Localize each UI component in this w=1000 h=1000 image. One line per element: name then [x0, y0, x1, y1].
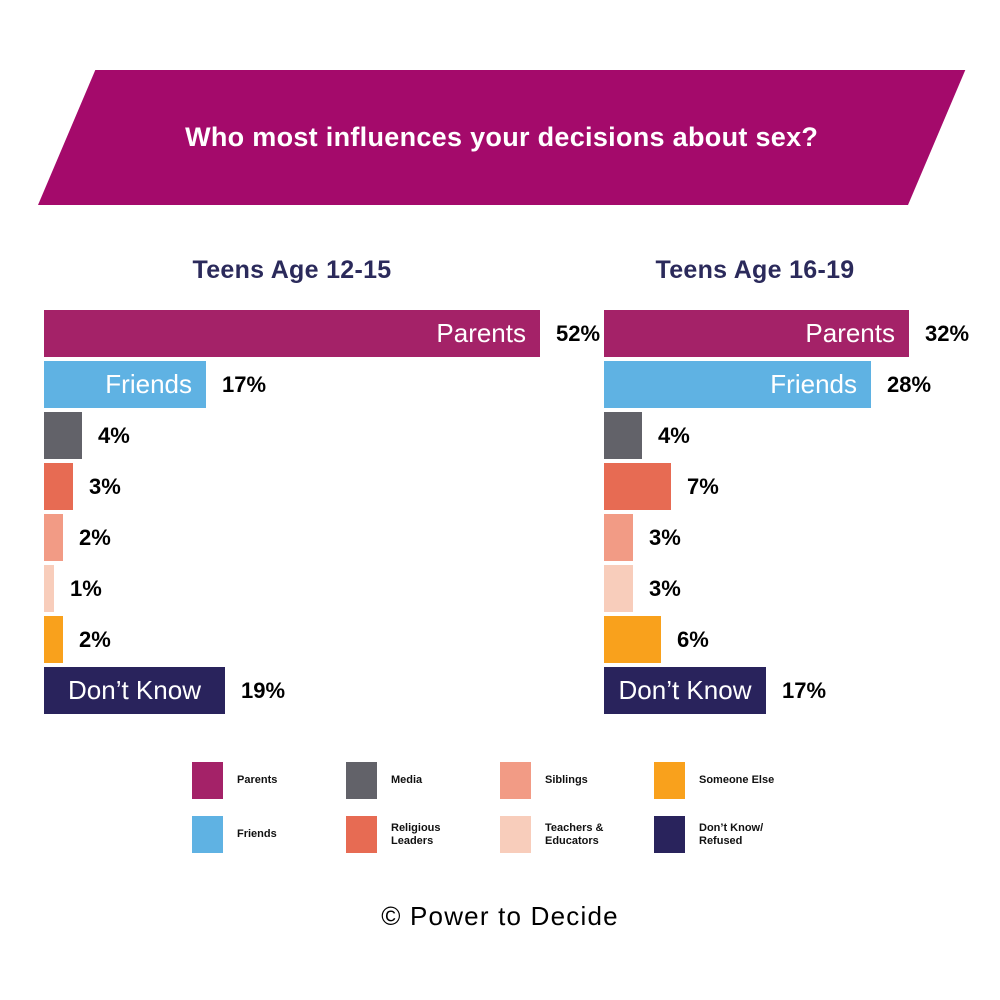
bar-religious-leaders [44, 463, 73, 510]
legend-item-don-t-know-refused: Don’t Know/Refused [654, 816, 808, 853]
legend-swatch-don-t-know-refused [654, 816, 685, 853]
bar-row-don-t-know-refused: Don’t Know 19% [44, 667, 600, 714]
bar-row-siblings: 2% [44, 514, 600, 561]
legend-item-teachers-educators: Teachers & Educators [500, 816, 654, 853]
legend-swatch-friends [192, 816, 223, 853]
bar-row-friends: Friends 17% [44, 361, 600, 408]
bar-value-label: 3% [89, 473, 121, 499]
chart-teens-12-15: Parents 52% Friends 17% 4% 3% 2% 1% 2% Don’t Know… [44, 310, 600, 718]
bar-media [44, 412, 82, 459]
bar-value-label: 2% [79, 524, 111, 550]
bar-inner-label: Friends [105, 369, 192, 399]
legend: Parents Media Siblings Someone Else Friends R… [192, 762, 808, 853]
bar-row-someone-else: 6% [604, 616, 969, 663]
bar-value-label: 19% [241, 677, 286, 703]
legend-label: Teachers & Educators [545, 821, 604, 847]
legend-item-media: Media [346, 762, 500, 799]
bar-inner-label: Don’t Know [68, 675, 201, 705]
bar-row-don-t-know-refused: Don’t Know 17% [604, 667, 969, 714]
legend-swatch-someone-else [654, 762, 685, 799]
banner: Who most influences your decisions about… [38, 70, 966, 205]
bar-row-parents: Parents 52% [44, 310, 600, 357]
legend-item-friends: Friends [192, 816, 346, 853]
bar-parents: Parents [604, 310, 909, 357]
bar-value-label: 52% [556, 320, 601, 346]
bar-teachers-educators [44, 565, 54, 612]
banner-inner: Who most influences your decisions about… [67, 70, 937, 205]
bar-value-label: 3% [649, 575, 681, 601]
bar-inner-label: Parents [805, 318, 895, 348]
bar-row-media: 4% [44, 412, 600, 459]
bar-value-label: 7% [687, 473, 719, 499]
chart-teens-16-19: Parents 32% Friends 28% 4% 7% 3% 3% 6% Don’t Know… [604, 310, 969, 718]
bar-value-label: 6% [677, 626, 709, 652]
chart-title-teens-12-15: Teens Age 12-15 [192, 256, 392, 284]
bar-row-teachers-educators: 1% [44, 565, 600, 612]
bar-row-someone-else: 2% [44, 616, 600, 663]
bar-don-t-know-refused: Don’t Know [604, 667, 766, 714]
bar-religious-leaders [604, 463, 671, 510]
bar-don-t-know-refused: Don’t Know [44, 667, 225, 714]
legend-swatch-siblings [500, 762, 531, 799]
legend-label: Siblings [545, 774, 588, 786]
bar-value-label: 17% [222, 371, 267, 397]
bar-teachers-educators [604, 565, 633, 612]
legend-label: Parents [237, 774, 278, 786]
bar-value-label: 32% [925, 320, 970, 346]
bar-row-parents: Parents 32% [604, 310, 969, 357]
bar-row-siblings: 3% [604, 514, 969, 561]
legend-label: Friends [237, 828, 277, 840]
bar-friends: Friends [604, 361, 871, 408]
bar-row-religious-leaders: 7% [604, 463, 969, 510]
credit: © Power to Decide [381, 901, 619, 931]
bar-row-friends: Friends 28% [604, 361, 969, 408]
legend-label: Someone Else [699, 774, 775, 786]
legend-swatch-religious-leaders [346, 816, 377, 853]
legend-item-someone-else: Someone Else [654, 762, 808, 799]
bar-value-label: 2% [79, 626, 111, 652]
legend-item-parents: Parents [192, 762, 346, 799]
bar-someone-else [44, 616, 63, 663]
legend-item-religious-leaders: Religious Leaders [346, 816, 500, 853]
bar-parents: Parents [44, 310, 540, 357]
bar-friends: Friends [44, 361, 206, 408]
legend-label: Religious Leaders [391, 821, 441, 847]
bar-inner-label: Friends [770, 369, 857, 399]
legend-swatch-media [346, 762, 377, 799]
bar-value-label: 4% [658, 422, 690, 448]
bar-row-teachers-educators: 3% [604, 565, 969, 612]
bar-row-media: 4% [604, 412, 969, 459]
bar-value-label: 3% [649, 524, 681, 550]
legend-label: Don’t Know/Refused [699, 821, 764, 847]
bar-someone-else [604, 616, 661, 663]
bar-row-religious-leaders: 3% [44, 463, 600, 510]
bar-inner-label: Don’t Know [618, 675, 752, 705]
bar-siblings [44, 514, 63, 561]
chart-title-teens-16-19: Teens Age 16-19 [655, 256, 855, 284]
bar-media [604, 412, 642, 459]
legend-label: Media [391, 774, 423, 786]
legend-swatch-teachers-educators [500, 816, 531, 853]
legend-swatch-parents [192, 762, 223, 799]
bar-value-label: 17% [782, 677, 827, 703]
bar-inner-label: Parents [436, 318, 526, 348]
banner-title: Who most influences your decisions about… [185, 122, 819, 152]
bar-value-label: 1% [70, 575, 102, 601]
bar-value-label: 28% [887, 371, 932, 397]
legend-item-siblings: Siblings [500, 762, 654, 799]
bar-siblings [604, 514, 633, 561]
bar-value-label: 4% [98, 422, 130, 448]
